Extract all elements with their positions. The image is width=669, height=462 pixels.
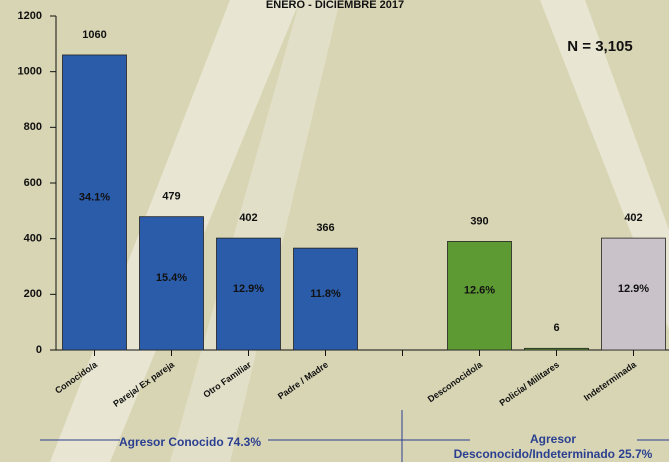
annotation: N = 3,105 bbox=[567, 38, 632, 55]
bar bbox=[524, 347, 589, 351]
percent-label: 15.4% bbox=[156, 272, 187, 284]
value-label: 366 bbox=[316, 222, 334, 234]
percent-label: 12.9% bbox=[233, 283, 264, 295]
y-tick-label: 1000 bbox=[18, 66, 42, 78]
group-label: Agresor bbox=[530, 432, 576, 446]
y-tick-label: 600 bbox=[24, 177, 42, 189]
value-label: 6 bbox=[553, 322, 559, 334]
y-tick-label: 0 bbox=[36, 344, 42, 356]
percent-label: 11.8% bbox=[310, 288, 341, 300]
group-label: Desconocido/Indeterminado 25.7% bbox=[454, 447, 653, 461]
group-label: Agresor Conocido 74.3% bbox=[119, 435, 261, 449]
percent-label: 34.1% bbox=[79, 191, 110, 203]
bar bbox=[447, 241, 512, 351]
y-tick-label: 800 bbox=[24, 121, 42, 133]
stripe bbox=[170, 0, 340, 462]
value-label: 390 bbox=[470, 215, 488, 227]
value-label: 402 bbox=[239, 212, 257, 224]
y-tick-label: 400 bbox=[24, 233, 42, 245]
bar bbox=[601, 237, 666, 351]
value-label: 1060 bbox=[82, 29, 106, 41]
y-tick-label: 1200 bbox=[18, 10, 42, 22]
percent-label: 12.6% bbox=[464, 285, 495, 297]
chart-title: ENERO - DICIEMBRE 2017 bbox=[266, 0, 404, 11]
value-label: 479 bbox=[162, 191, 180, 203]
y-tick-label: 200 bbox=[24, 288, 42, 300]
value-label: 402 bbox=[624, 212, 642, 224]
bar bbox=[293, 247, 358, 351]
percent-label: 12.9% bbox=[618, 283, 649, 295]
bar bbox=[216, 237, 281, 351]
bar bbox=[139, 216, 204, 351]
bar bbox=[62, 54, 127, 351]
